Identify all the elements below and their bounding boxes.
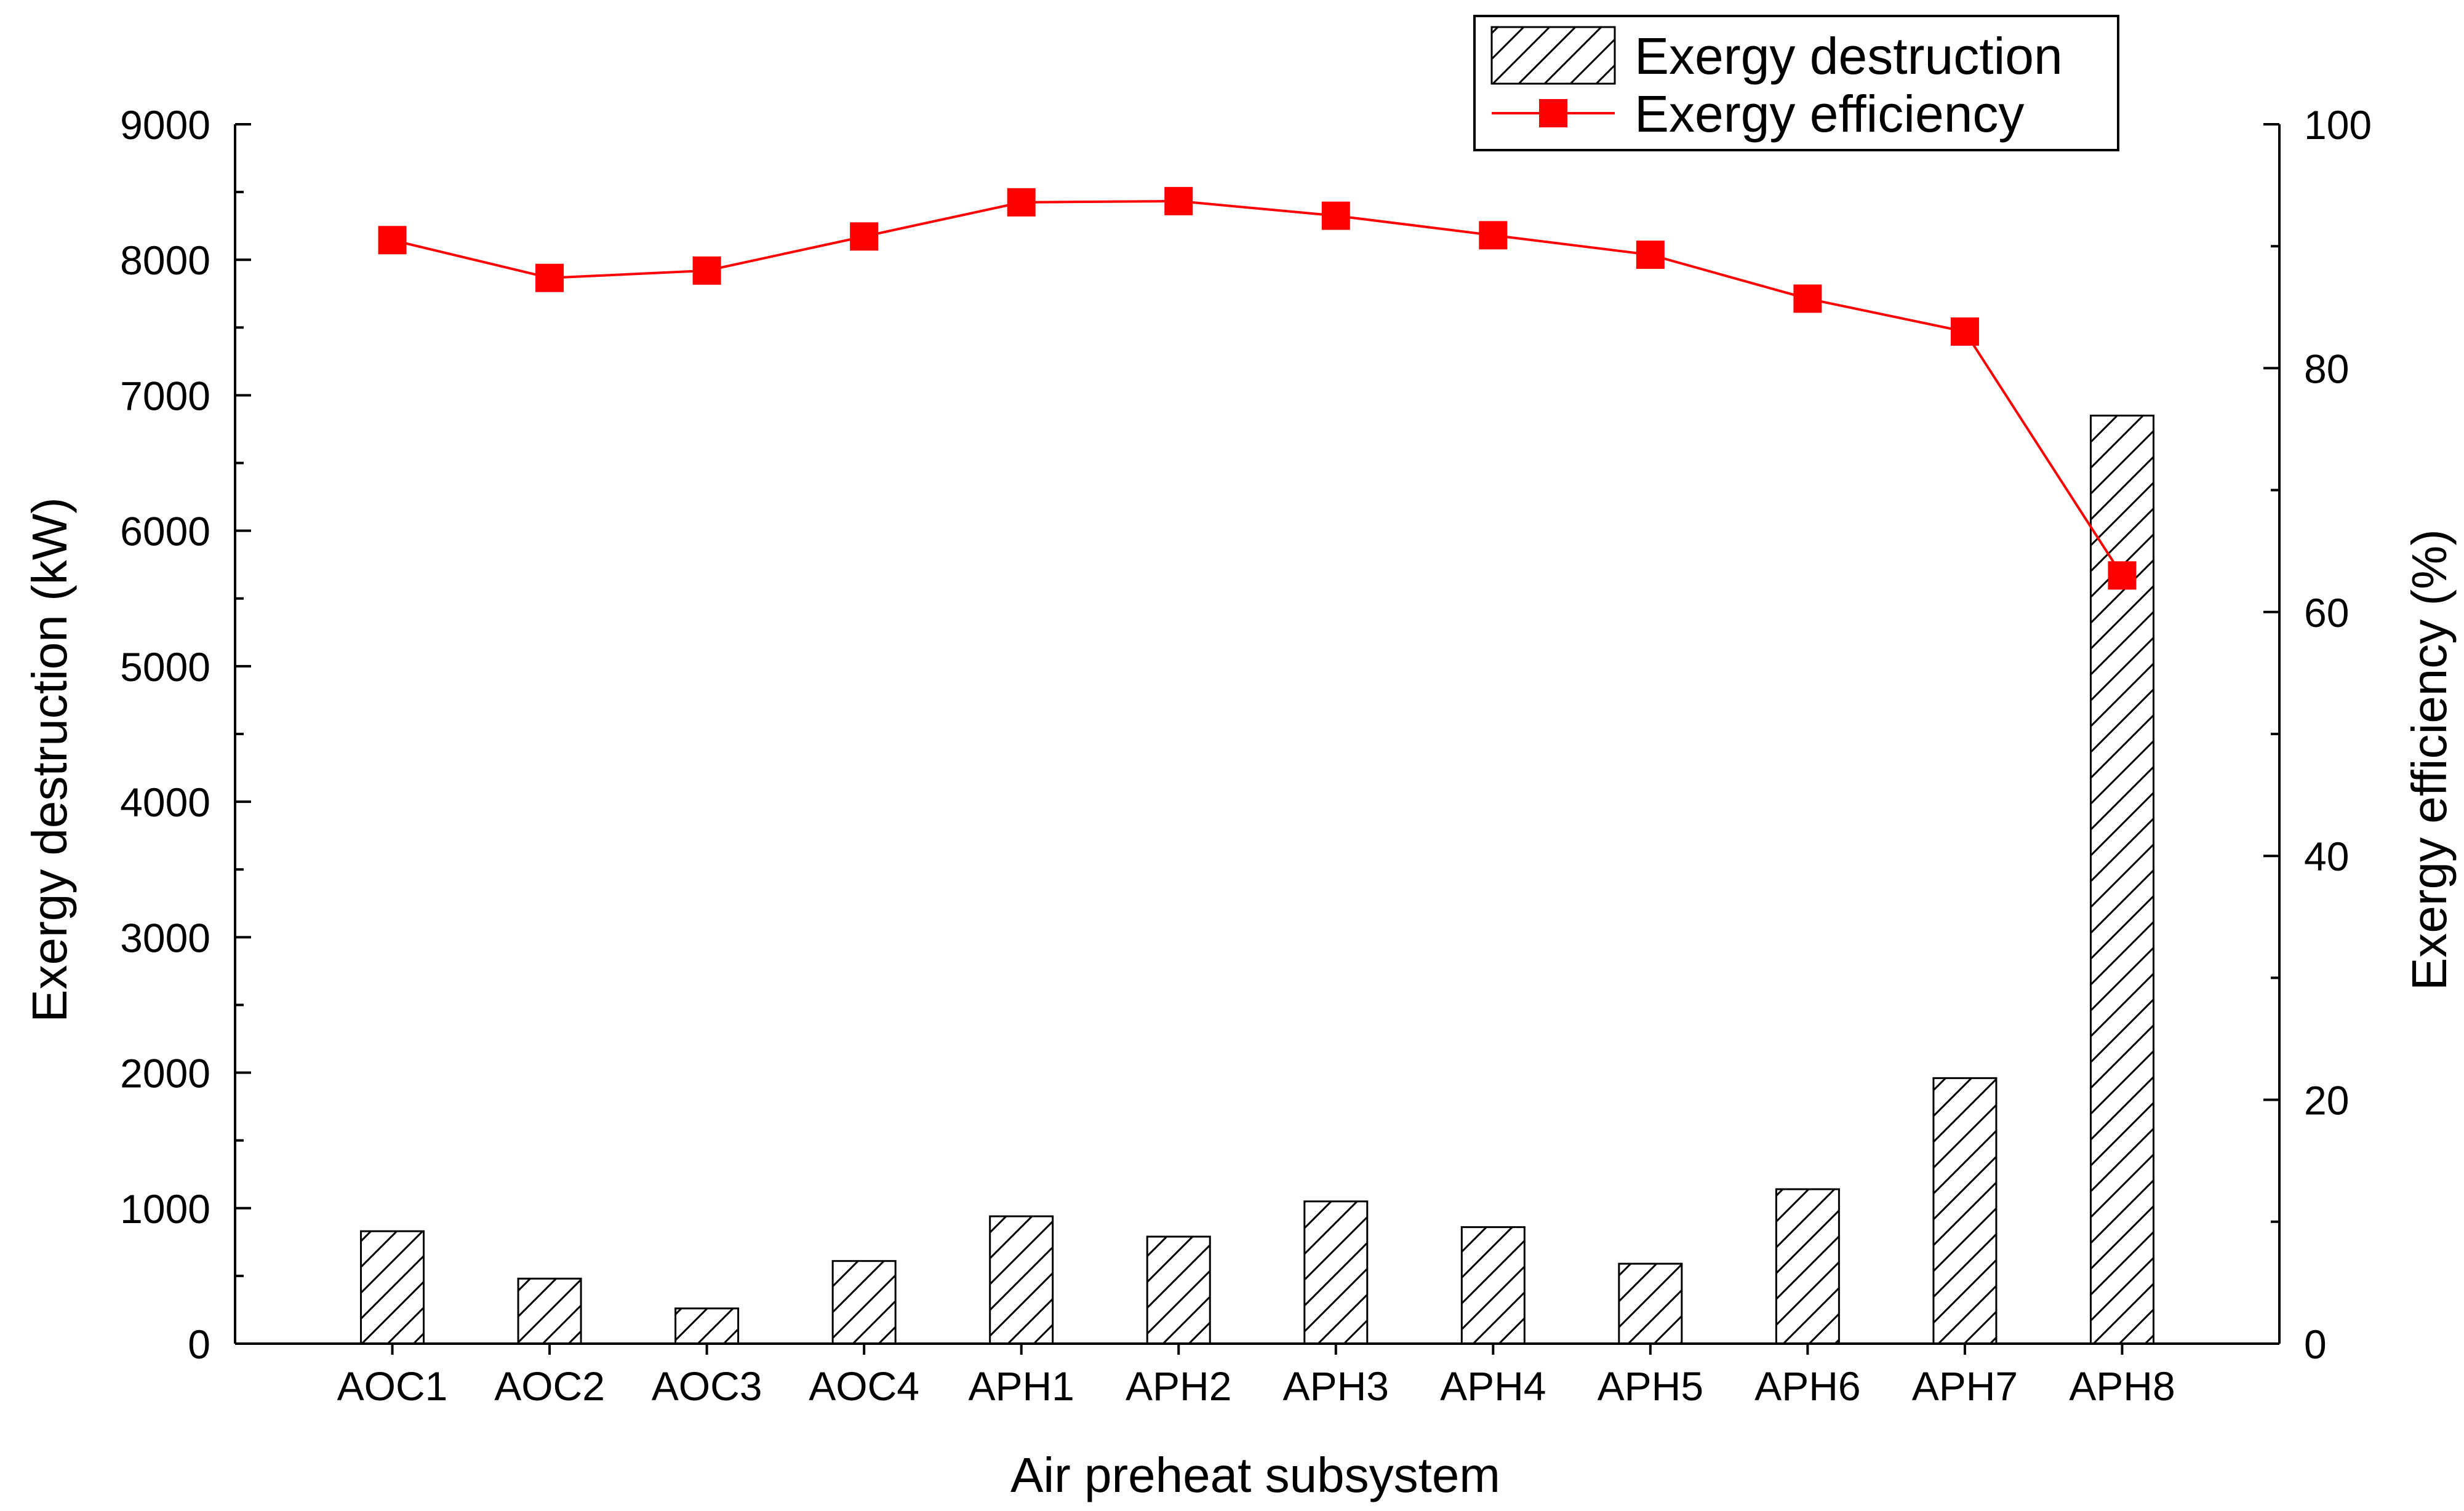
y2-tick-label: 80 [2304, 346, 2349, 391]
bar-aph4 [1460, 1226, 1526, 1345]
x-tick-label: APH4 [1440, 1363, 1546, 1409]
x-tick-label: APH3 [1283, 1363, 1389, 1409]
y-tick-label: 3000 [120, 915, 210, 960]
x-tick-label: AOC1 [337, 1363, 448, 1409]
bars [360, 414, 2154, 1345]
x-tick-label: AOC3 [652, 1363, 762, 1409]
y-tick-label: 1000 [120, 1186, 210, 1232]
x-tick-label: APH6 [1754, 1363, 1860, 1409]
y-tick-label: 5000 [120, 644, 210, 690]
efficiency-point-aph6 [1793, 284, 1822, 313]
bar-aoc4 [831, 1260, 897, 1345]
x-tick-label: APH7 [1912, 1363, 2018, 1409]
efficiency-point-aph8 [2108, 561, 2137, 590]
bar-aoc2 [517, 1277, 582, 1345]
x-tick-label: AOC2 [494, 1363, 605, 1409]
bar-aoc3 [674, 1307, 740, 1345]
x-tick-label: APH2 [1126, 1363, 1231, 1409]
efficiency-point-aoc4 [850, 222, 879, 251]
legend-label-exergy-efficiency: Exergy efficiency [1634, 85, 2024, 143]
y2-tick-label: 100 [2304, 102, 2372, 148]
efficiency-point-aoc2 [535, 263, 564, 292]
y2-axis-label: Exergy efficiency (%) [2402, 529, 2457, 991]
bar-aph3 [1303, 1200, 1369, 1345]
y-tick-label: 2000 [120, 1051, 210, 1096]
x-tick-label: APH5 [1598, 1363, 1703, 1409]
efficiency-point-aph2 [1164, 186, 1193, 215]
x-tick-label: APH8 [2069, 1363, 2175, 1409]
efficiency-line [392, 199, 2124, 576]
y-axis-label: Exergy destruction (kW) [22, 497, 77, 1023]
x-tick-label: AOC4 [809, 1363, 919, 1409]
efficiency-point-aph7 [1950, 317, 1979, 346]
x-axis-label: Air preheat subsystem [1010, 1448, 1500, 1502]
y2-tick-label: 60 [2304, 590, 2349, 636]
bar-aph1 [989, 1215, 1054, 1345]
x-tick-label: APH1 [968, 1363, 1074, 1409]
legend-swatch-exergy-destruction [1490, 26, 1616, 85]
legend-label-exergy-destruction: Exergy destruction [1634, 27, 2063, 85]
efficiency-line-series [378, 186, 2137, 590]
y-tick-label: 8000 [120, 237, 210, 283]
y-tick-label: 6000 [120, 509, 210, 554]
efficiency-point-aph3 [1321, 201, 1350, 230]
efficiency-point-aoc1 [378, 226, 407, 255]
y-tick-label: 7000 [120, 373, 210, 418]
axis-labels: Air preheat subsystem Exergy destruction… [22, 497, 2457, 1502]
legend: Exergy destruction Exergy efficiency [1473, 15, 2119, 151]
efficiency-point-aph4 [1479, 221, 1508, 250]
y2-tick-label: 40 [2304, 834, 2349, 879]
bar-aph5 [1618, 1262, 1683, 1345]
y-tick-label: 9000 [120, 102, 210, 148]
efficiency-point-aoc3 [692, 256, 721, 285]
legend-marker-exergy-efficiency [1539, 99, 1567, 127]
y-tick-label: 4000 [120, 779, 210, 825]
y-tick-label: 0 [188, 1322, 210, 1367]
y2-tick-label: 20 [2304, 1078, 2349, 1123]
bar-aph2 [1146, 1235, 1211, 1345]
axes: 0 1000 2000 3000 4000 5000 6000 7000 8000 9000 0 20… [120, 102, 2372, 1409]
bar-aph6 [1775, 1188, 1840, 1345]
y2-tick-label: 0 [2304, 1322, 2327, 1367]
bar-aph7 [1932, 1077, 1998, 1345]
bar-aph8 [2089, 414, 2154, 1345]
efficiency-point-aph1 [1007, 188, 1036, 217]
efficiency-point-aph5 [1636, 241, 1665, 269]
bar-aoc1 [360, 1230, 425, 1345]
